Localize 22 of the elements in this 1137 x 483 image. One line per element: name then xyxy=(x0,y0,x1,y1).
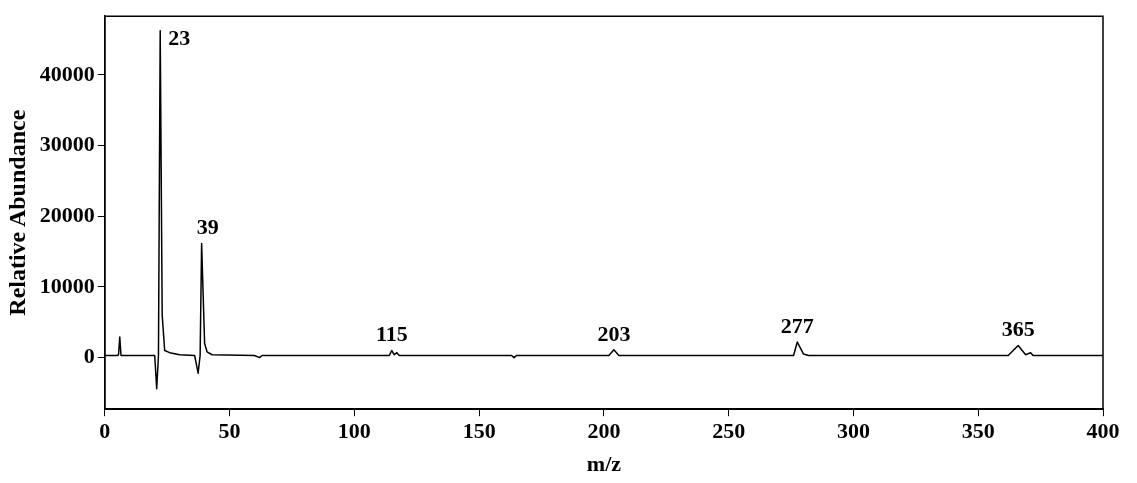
annotation: 365 xyxy=(1001,316,1035,342)
y-tick-label: 0 xyxy=(83,343,95,369)
y-tick-label: 40000 xyxy=(39,60,95,86)
x-tick-label: 300 xyxy=(836,418,870,444)
x-tick-label: 200 xyxy=(587,418,621,444)
x-tick-label: 150 xyxy=(462,418,496,444)
y-tick-label: 30000 xyxy=(39,131,95,157)
y-tick-label: 20000 xyxy=(39,201,95,227)
annotation: 115 xyxy=(375,321,408,347)
x-tick-label: 100 xyxy=(337,418,371,444)
x-tick-label: 350 xyxy=(961,418,995,444)
x-tick-label: 250 xyxy=(712,418,746,444)
y-tick-label: 10000 xyxy=(39,272,95,298)
x-tick-label: 0 xyxy=(99,418,111,444)
annotation: 277 xyxy=(780,312,814,338)
annotation: 39 xyxy=(196,214,219,240)
x-tick-label: 400 xyxy=(1086,418,1120,444)
y-axis-title: Relative Abundance xyxy=(3,109,30,316)
annotation: 23 xyxy=(168,25,191,51)
annotation: 203 xyxy=(597,320,631,346)
x-tick-label: 50 xyxy=(218,418,241,444)
x-axis-title: m/z xyxy=(586,451,622,477)
